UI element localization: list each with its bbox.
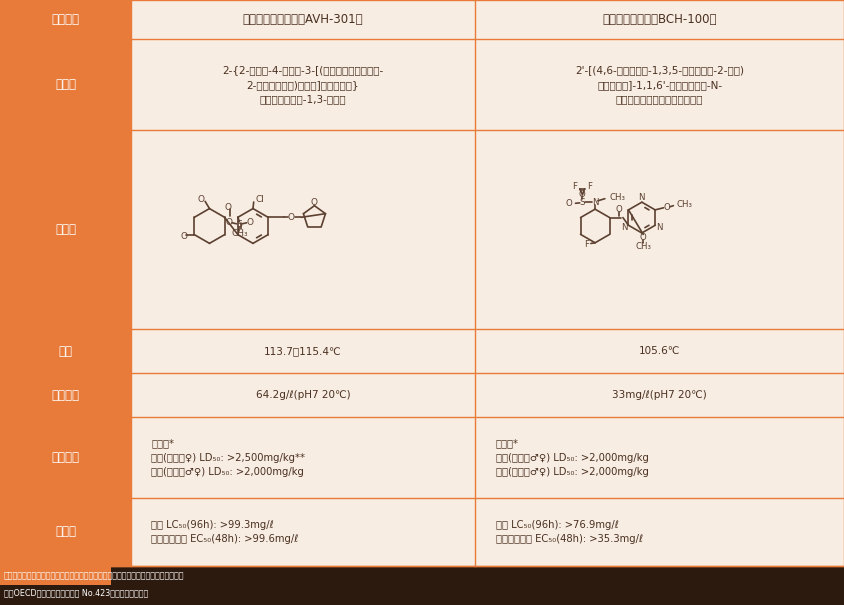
Text: N: N — [592, 198, 598, 207]
Text: 普通物*
経口(ラット♂♀) LD₅₀: >2,000mg/kg
経皮(ラット♂♀) LD₅₀: >2,000mg/kg: 普通物* 経口(ラット♂♀) LD₅₀: >2,000mg/kg 経皮(ラット♂… — [495, 438, 649, 477]
Bar — [0, 0, 131, 39]
Bar — [475, 131, 844, 330]
Text: 融点: 融点 — [58, 345, 73, 358]
Bar — [0, 566, 111, 584]
Text: O: O — [566, 199, 573, 208]
Bar — [0, 330, 131, 373]
Bar — [475, 330, 844, 373]
Text: ＊＊OECDテストガイドライン No.423の分類基準による: ＊＊OECDテストガイドライン No.423の分類基準による — [4, 589, 149, 598]
Text: CH₃: CH₃ — [636, 242, 652, 251]
Bar — [475, 498, 844, 566]
Text: O: O — [225, 203, 232, 212]
Text: Cl: Cl — [255, 195, 264, 204]
Text: 64.2g/ℓ(pH7 20℃): 64.2g/ℓ(pH7 20℃) — [256, 390, 350, 401]
Text: CH₃: CH₃ — [609, 194, 625, 203]
Bar — [0, 373, 131, 417]
Text: 人畜毒性: 人畜毒性 — [51, 451, 79, 464]
Text: N: N — [656, 223, 663, 232]
Bar — [0, 498, 131, 566]
Text: O: O — [615, 205, 622, 214]
Text: 水溶解度: 水溶解度 — [51, 389, 79, 402]
Text: ＊「毒物・劇物取締法」にもとづく毒物・劇物に該当しないものを指しています通称: ＊「毒物・劇物取締法」にもとづく毒物・劇物に該当しないものを指しています通称 — [4, 571, 185, 580]
Text: O: O — [640, 233, 647, 241]
Text: O: O — [288, 213, 295, 222]
Text: O: O — [225, 218, 233, 227]
Bar — [475, 373, 844, 417]
Text: 普通物*
経口(ラット♀) LD₅₀: >2,500mg/kg**
経皮(ラット♂♀) LD₅₀: >2,000mg/kg: 普通物* 経口(ラット♀) LD₅₀: >2,500mg/kg** 経皮(ラット… — [151, 438, 306, 477]
Text: O: O — [181, 232, 187, 241]
Text: 構造式: 構造式 — [55, 223, 76, 237]
Bar — [475, 0, 844, 39]
Text: F: F — [587, 182, 592, 191]
Text: 2-{2-クロロ-4-メシル-3-[(テトラヒドロフラン-
2-イルメトキシ)メチル]ベンゾイル}
シクロヘキサン-1,3-ジオン: 2-{2-クロロ-4-メシル-3-[(テトラヒドロフラン- 2-イルメトキシ)メ… — [222, 65, 384, 104]
Bar — [131, 498, 475, 566]
Text: N: N — [639, 193, 645, 202]
Text: O: O — [246, 218, 253, 227]
Bar — [0, 417, 131, 498]
Text: O: O — [198, 195, 205, 204]
Bar — [475, 39, 844, 131]
Text: 化学名: 化学名 — [55, 79, 76, 91]
Text: O: O — [578, 190, 585, 199]
Bar — [131, 39, 475, 131]
Bar — [131, 417, 475, 498]
Text: 魚毒性: 魚毒性 — [55, 525, 76, 538]
Text: 有効成分: 有効成分 — [51, 13, 79, 26]
Text: CH₃: CH₃ — [231, 229, 247, 238]
Text: トリアファモン（BCH-100）: トリアファモン（BCH-100） — [603, 13, 717, 26]
Text: S: S — [236, 220, 242, 229]
Bar — [0, 566, 844, 605]
Text: F: F — [572, 182, 577, 191]
Text: コイ LC₅₀(96h): >99.3mg/ℓ
オオミジンコ EC₅₀(48h): >99.6mg/ℓ: コイ LC₅₀(96h): >99.3mg/ℓ オオミジンコ EC₅₀(48h)… — [151, 520, 299, 544]
Text: 105.6℃: 105.6℃ — [639, 347, 680, 356]
Bar — [0, 39, 131, 131]
Bar — [131, 131, 475, 330]
Text: CH₃: CH₃ — [676, 200, 692, 209]
Text: S: S — [580, 198, 585, 207]
Text: O: O — [311, 198, 318, 206]
Bar — [131, 0, 475, 39]
Bar — [0, 131, 131, 330]
Text: O: O — [663, 203, 670, 212]
Bar — [131, 330, 475, 373]
Text: F: F — [584, 240, 589, 249]
Bar — [131, 373, 475, 417]
Text: 2'-[(4,6-ジメトキシ-1,3,5-トリアジン-2-イル)
カルボニル]-1,1,6'-トリフルオロ-N-
メチルメタンスルホンアニリド: 2'-[(4,6-ジメトキシ-1,3,5-トリアジン-2-イル) カルボニル]-… — [575, 65, 744, 104]
Text: 113.7～115.4℃: 113.7～115.4℃ — [264, 347, 342, 356]
Text: コイ LC₅₀(96h): >76.9mg/ℓ
オオミジンコ EC₅₀(48h): >35.3mg/ℓ: コイ LC₅₀(96h): >76.9mg/ℓ オオミジンコ EC₅₀(48h)… — [495, 520, 643, 544]
Bar — [475, 417, 844, 498]
Text: N: N — [621, 223, 627, 232]
Text: テフリルトリオン（AVH-301）: テフリルトリオン（AVH-301） — [243, 13, 363, 26]
Text: 33mg/ℓ(pH7 20℃): 33mg/ℓ(pH7 20℃) — [612, 390, 707, 401]
